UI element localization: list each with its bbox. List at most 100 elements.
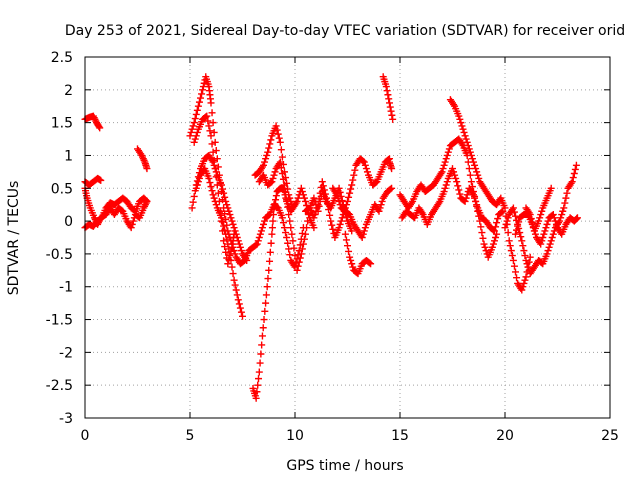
data-point xyxy=(570,170,578,178)
data-point xyxy=(563,189,571,197)
data-point xyxy=(454,182,462,190)
x-tick-label: 20 xyxy=(496,428,514,444)
data-point xyxy=(278,170,286,178)
data-point xyxy=(297,250,305,258)
axis-ticks: 0 5 10 15 20 25 -3 -2.5 -2 -1.5 -1 -0.5 0 0.5 1 1.5 2 2.5 xyxy=(46,50,619,444)
data-point xyxy=(459,125,467,133)
y-tick-label: 2 xyxy=(64,83,73,99)
data-point xyxy=(510,262,518,270)
data-point xyxy=(287,197,295,205)
data-point xyxy=(543,250,551,258)
data-point xyxy=(457,119,465,127)
data-point xyxy=(269,217,277,225)
data-point xyxy=(561,199,569,207)
data-point xyxy=(439,165,447,173)
data-point xyxy=(310,214,318,222)
data-point xyxy=(538,237,546,245)
data-point xyxy=(520,279,528,287)
data-point xyxy=(293,266,301,274)
data-point xyxy=(558,211,566,219)
data-point xyxy=(289,237,297,245)
y-tick-label: -2.5 xyxy=(46,378,73,394)
data-point xyxy=(329,225,337,233)
data-point xyxy=(221,210,229,218)
data-point xyxy=(230,276,238,284)
data-point xyxy=(537,211,545,219)
data-point xyxy=(383,87,391,95)
data-point xyxy=(254,381,262,389)
data-point xyxy=(194,178,202,186)
data-point xyxy=(209,119,217,127)
data-point xyxy=(210,128,218,136)
data-point xyxy=(263,151,271,159)
data-point xyxy=(192,184,200,192)
data-point xyxy=(142,197,150,205)
data-point xyxy=(229,270,237,278)
data-point xyxy=(304,217,312,225)
data-point xyxy=(345,193,353,201)
data-point xyxy=(361,161,369,169)
data-point xyxy=(255,375,263,383)
data-point xyxy=(310,194,318,202)
data-point xyxy=(262,299,270,307)
data-point xyxy=(388,165,396,173)
data-point xyxy=(348,181,356,189)
data-point xyxy=(294,194,302,202)
data-point xyxy=(571,165,579,173)
data-point xyxy=(451,171,459,179)
data-point xyxy=(473,168,481,176)
data-point xyxy=(272,196,280,204)
data-point xyxy=(338,214,346,222)
data-point xyxy=(264,148,272,156)
data-point xyxy=(287,224,295,232)
data-point xyxy=(347,185,355,193)
data-point xyxy=(501,224,509,232)
data-point xyxy=(267,239,275,247)
data-point xyxy=(222,197,230,205)
data-point xyxy=(501,204,509,212)
data-point xyxy=(378,197,386,205)
data-point xyxy=(277,164,285,172)
data-point xyxy=(214,189,222,197)
data-point xyxy=(220,222,228,230)
data-point xyxy=(503,217,511,225)
data-point xyxy=(210,194,218,202)
data-point xyxy=(252,394,260,402)
data-point xyxy=(504,214,512,222)
data-point xyxy=(507,247,515,255)
data-point xyxy=(283,196,291,204)
data-point xyxy=(482,247,490,255)
data-point xyxy=(261,158,269,166)
data-point xyxy=(260,161,267,169)
data-point xyxy=(513,274,521,282)
data-point xyxy=(275,134,283,142)
data-point xyxy=(212,201,220,209)
data-point xyxy=(543,220,551,228)
data-point xyxy=(336,220,344,228)
data-point xyxy=(128,220,136,228)
data-point xyxy=(341,230,349,238)
y-tick-label: 1.5 xyxy=(51,116,73,132)
data-point xyxy=(387,107,395,115)
data-point xyxy=(509,204,517,212)
data-point xyxy=(526,211,534,219)
data-point xyxy=(265,266,273,274)
data-point xyxy=(347,256,355,264)
y-tick-label: 1 xyxy=(64,148,73,164)
data-point xyxy=(96,124,104,132)
data-point xyxy=(302,230,309,238)
data-point xyxy=(299,240,307,248)
data-point xyxy=(471,161,479,169)
data-point xyxy=(443,151,451,159)
data-point xyxy=(335,197,343,205)
data-point xyxy=(544,247,552,255)
data-point xyxy=(386,99,393,107)
data-point xyxy=(202,113,210,121)
data-point xyxy=(491,227,498,235)
data-point xyxy=(293,197,301,205)
data-point xyxy=(382,83,390,91)
data-point xyxy=(318,178,326,186)
data-point xyxy=(278,153,286,161)
data-point xyxy=(253,240,261,248)
data-point xyxy=(285,245,293,253)
